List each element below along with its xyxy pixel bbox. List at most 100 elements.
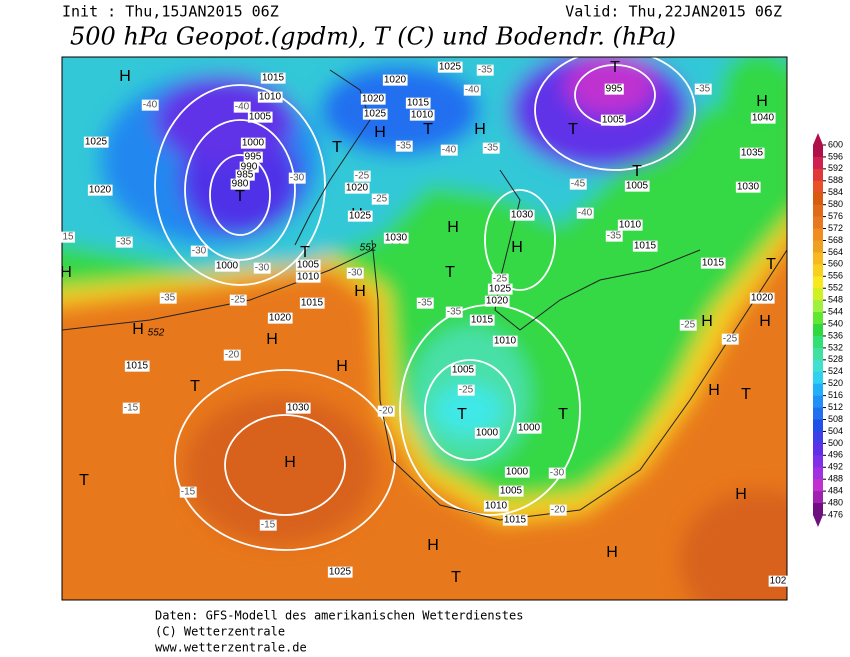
label-box — [502, 514, 528, 526]
isobar-label: 1025 — [364, 109, 387, 120]
label-box — [87, 184, 113, 196]
colorbar-tick-label: 544 — [828, 306, 843, 316]
isobar-label: 1010 — [494, 336, 517, 347]
label-box — [549, 504, 567, 516]
colorbar-segment — [813, 276, 823, 289]
pressure-center: T — [190, 378, 200, 395]
label-box — [474, 427, 500, 439]
label-box — [159, 292, 177, 304]
label-box — [548, 467, 566, 479]
colorbar-tick-label: 484 — [828, 486, 843, 496]
valid-time: Valid: Thu,22JAN2015 06Z — [565, 3, 782, 21]
colorbar-tick-label: 524 — [828, 366, 843, 376]
pressure-center: H — [374, 124, 386, 141]
colorbar-segment — [813, 192, 823, 206]
label-box — [749, 292, 775, 304]
isotherm-label: -30 — [290, 173, 305, 184]
isotherm-label: -35 — [484, 143, 499, 154]
label-box — [285, 402, 311, 414]
pressure-center: H — [701, 313, 713, 330]
label-box — [679, 319, 697, 331]
isobar-label: 1030 — [737, 182, 760, 193]
isobar-label: 1010 — [297, 272, 320, 283]
colorbar-segment — [813, 431, 823, 444]
label-box — [491, 273, 509, 285]
isotherm-label: -35 — [418, 298, 433, 309]
isotherm-label: -15 — [124, 403, 139, 414]
label-box — [445, 306, 463, 318]
colorbar-tick-label: 476 — [828, 509, 843, 519]
label-box — [721, 333, 739, 345]
label-box — [509, 209, 535, 221]
colorbar-segment — [813, 156, 823, 170]
isotherm-label: -25 — [459, 385, 474, 396]
colorbar-tick-label: 500 — [828, 438, 843, 448]
isotherm-label: -30 — [550, 468, 565, 479]
pressure-center: T — [423, 121, 433, 138]
pressure-center: T — [332, 139, 342, 156]
colorbar-segment — [813, 324, 823, 337]
label-box — [230, 178, 250, 190]
label-box — [482, 142, 500, 154]
colorbar-tick-label: 492 — [828, 462, 843, 472]
isobar-label: 1020 — [89, 185, 112, 196]
label-box — [257, 91, 283, 103]
pressure-center: H — [756, 93, 768, 110]
isobar-label: 1000 — [242, 138, 265, 149]
isotherm-label: -35 — [478, 65, 493, 76]
label-box — [382, 74, 408, 86]
pressure-center: H — [511, 239, 523, 256]
label-box — [179, 486, 197, 498]
isobar-label: 1025 — [489, 284, 512, 295]
isobar-label: 1020 — [751, 293, 774, 304]
colorbar-tick-label: 576 — [828, 211, 843, 221]
label-box — [233, 101, 251, 113]
colorbar-segment — [813, 419, 823, 432]
isotherm-label: -15 — [181, 487, 196, 498]
isobar-label: 102 — [770, 576, 787, 587]
colorbar-tick-label: 532 — [828, 342, 843, 352]
label-box — [240, 137, 266, 149]
isotherm-label: 15 — [62, 232, 74, 243]
isobar-label: 1035 — [741, 148, 764, 159]
colorbar-tick-label: 508 — [828, 414, 843, 424]
pressure-center: T — [451, 569, 461, 586]
isotherm-label: -40 — [465, 85, 480, 96]
isobar-label: 1020 — [384, 75, 407, 86]
label-box — [700, 257, 726, 269]
isobar-label: 1000 — [506, 467, 529, 478]
isobar-label: 1015 — [407, 98, 430, 109]
label-box — [694, 83, 712, 95]
colorbar-segment — [813, 383, 823, 397]
isobar-label: 1025 — [439, 62, 462, 73]
label-box — [259, 519, 277, 531]
label-box — [124, 360, 150, 372]
label-box — [353, 170, 371, 182]
label-box — [450, 364, 476, 376]
isobar-label: 995 — [245, 152, 262, 163]
colorbar-tick-label: 556 — [828, 271, 843, 281]
isotherm-label: -40 — [442, 145, 457, 156]
label-box — [604, 83, 624, 95]
colorbar-segment — [813, 467, 823, 480]
label-box — [463, 84, 481, 96]
label-box — [214, 260, 240, 272]
label-box — [360, 93, 386, 105]
label-box — [576, 207, 594, 219]
label-box — [469, 314, 495, 326]
pressure-center: H — [427, 537, 439, 554]
colorbar-segment — [813, 180, 823, 194]
pressure-center: H — [119, 68, 131, 85]
pressure-center: T — [568, 121, 578, 138]
label-box — [247, 111, 273, 123]
colorbar-tick-label: 572 — [828, 223, 843, 233]
pressure-center: H — [708, 382, 720, 399]
isobar-label: 1025 — [329, 567, 352, 578]
colorbar-segment — [813, 455, 823, 468]
label-box — [624, 180, 650, 192]
colorbar-segment — [813, 168, 823, 182]
label-box — [632, 240, 658, 252]
isotherm-label: -25 — [373, 194, 388, 205]
isobar-label: 1040 — [752, 113, 775, 124]
